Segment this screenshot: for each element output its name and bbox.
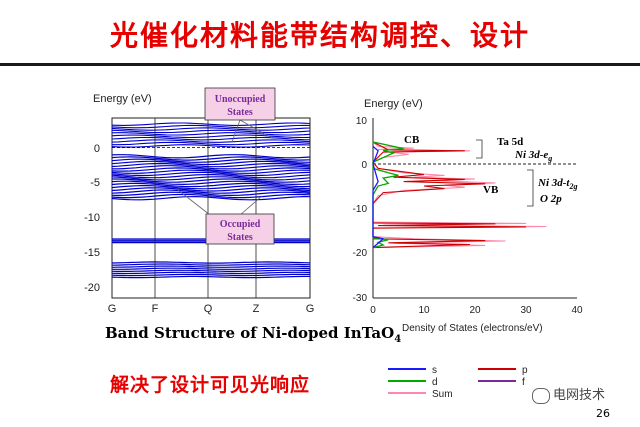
band-line [111,144,311,148]
ni-t2g-label: Ni 3d-t2g [537,177,577,191]
dos-legend: s p d f Sum [388,365,528,400]
band-ytick: 0 [94,143,100,155]
dos-ytick: -30 [353,293,368,304]
band-line [111,275,310,279]
dos-ytick: -10 [353,204,368,215]
band-line [111,174,311,179]
band-line [112,165,311,170]
legend-label-sum: Sum [432,389,453,400]
band-line [111,195,311,201]
band-line [111,122,311,126]
legend-label-p: p [522,365,528,376]
band-line [111,180,311,186]
band-line [111,167,311,172]
band-line [111,132,311,136]
unoccupied-pointer [231,119,241,143]
legend-label-d: d [432,377,438,388]
band-line [111,182,311,188]
dos-curve-p [372,141,527,249]
dos-ylabel: Energy (eV) [364,98,423,110]
dos-ytick: 0 [361,160,367,171]
band-line [111,271,311,275]
band-line [111,193,311,199]
occupied-pointer [177,189,211,216]
band-line [111,154,311,159]
occupied-label: Occupied [220,219,261,230]
band-xtick: G [306,303,315,315]
legend-label-s: s [432,365,437,376]
dos-ytick: -20 [353,248,368,259]
band-line [111,261,311,264]
dos-curve-d [372,141,404,249]
unoccupied-label: States [227,107,253,118]
occupied-pointer [239,195,263,216]
occupied-label: States [227,232,253,243]
band-line [111,156,311,161]
conclusion-note: 解决了设计可见光响应 [110,374,311,396]
band-ytick: -10 [84,212,100,224]
band-ytick: -20 [84,282,100,294]
ni-eg-label: Ni 3d-eg [514,149,552,163]
band-line [111,127,311,131]
dos-xtick: 30 [520,305,532,316]
band-ytick: -5 [90,177,100,189]
watermark: 电网技术 [532,384,605,404]
dos-xtick: 0 [370,305,376,316]
band-line [111,191,311,197]
band-ylabel: Energy (eV) [93,93,152,105]
band-line [111,124,310,129]
slide-title: 光催化材料能带结构调控、设计 [109,19,530,52]
dos-ytick: 10 [356,116,368,127]
band-xtick: G [108,303,117,315]
unoccupied-label-box [204,87,276,121]
band-xtick: F [152,303,159,315]
band-line [111,171,311,177]
band-line [111,160,311,166]
o-2p-label: O 2p [540,193,562,205]
dos-xtick: 40 [571,305,583,316]
band-line [111,169,311,174]
band-line [111,158,311,163]
band-line [111,139,311,143]
band-line [112,178,311,183]
band-line [111,273,310,277]
dos-xtick: 20 [469,305,481,316]
band-xtick: Q [204,303,213,315]
band-line [111,269,311,272]
unoccupied-label: Unoccupied [215,94,266,105]
band-line [111,185,311,190]
vb-label: VB [483,184,499,196]
band-ytick: -15 [84,247,100,259]
band-line [111,265,311,268]
band-line [111,189,311,194]
wechat-icon [532,387,550,404]
cb-bracket [476,139,483,159]
ta-5d-label: Ta 5d [497,136,523,148]
band-line [111,129,311,134]
legend-label-f: f [522,377,525,388]
band-line [111,162,311,168]
page-number: 26 [596,407,610,420]
unoccupied-pointer [239,119,273,139]
band-line [111,187,311,192]
band-line [112,141,311,146]
dos-curve-s [372,145,385,249]
cb-label: CB [404,134,420,146]
band-line [111,136,311,141]
figure-caption: Band Structure of Ni-doped InTaO4 [105,324,402,345]
dos-xtick: 10 [418,305,430,316]
band-line [111,176,311,181]
band-lines [111,122,311,279]
dos-xlabel: Density of States (electrons/eV) [402,323,543,334]
vb-bracket [527,169,534,207]
band-xtick: Z [253,303,260,315]
occupied-label-box [205,213,275,245]
band-line [111,263,311,266]
dos-curves [372,141,547,249]
band-line [112,267,311,270]
title-divider [0,63,640,66]
band-line [111,134,311,139]
